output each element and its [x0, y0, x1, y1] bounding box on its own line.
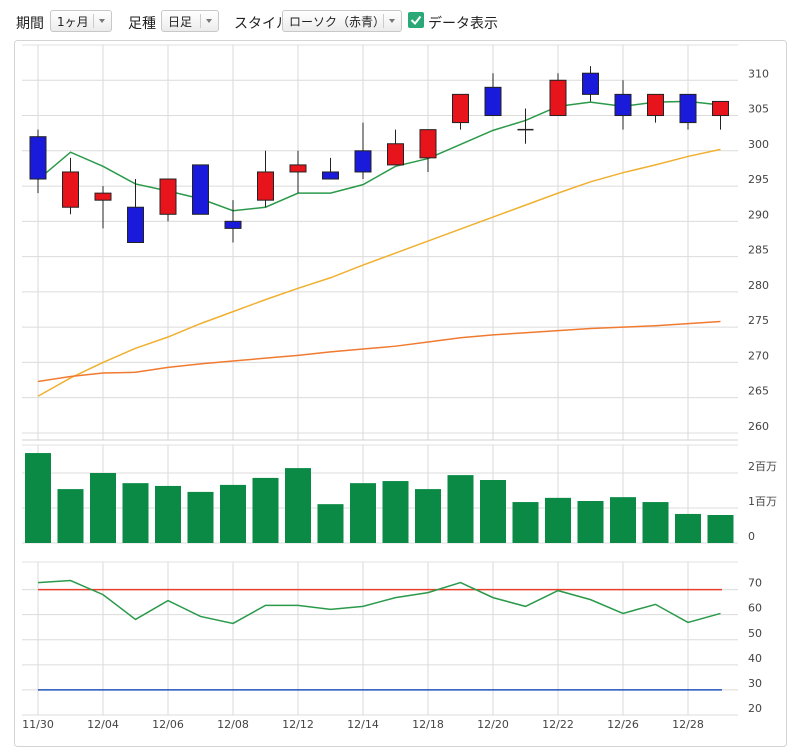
- x-tick-label: 12/12: [282, 718, 314, 731]
- candle-body: [354, 150, 372, 173]
- period-value: 1ヶ月: [57, 15, 89, 29]
- x-tick-label: 12/26: [607, 718, 639, 731]
- chart-frame: [14, 40, 787, 747]
- volume-bar: [512, 502, 539, 543]
- kind-label: 足種: [128, 16, 156, 32]
- y-tick-label: 270: [748, 349, 769, 362]
- candle-body: [29, 136, 47, 180]
- x-tick-label: 12/22: [542, 718, 574, 731]
- indicator-line: [37, 100, 721, 212]
- toolbar: 期間 1ヶ月 足種 日足 スタイル ローソク（赤青） データ表示: [0, 0, 800, 40]
- y-tick-label: 290: [748, 208, 769, 221]
- volume-bar: [577, 501, 604, 543]
- volume-bar: [675, 513, 701, 543]
- indicator-line: [37, 579, 721, 625]
- candle-body: [549, 79, 567, 117]
- candle-body: [452, 93, 469, 124]
- candle-body: [224, 220, 242, 229]
- candle-body: [322, 171, 339, 180]
- candle-body: [127, 206, 144, 244]
- dropdown-arrow: [383, 14, 395, 28]
- volume-bar: [545, 497, 571, 543]
- kind-value: 日足: [168, 15, 193, 29]
- x-tick-label: 12/18: [412, 718, 444, 731]
- y-tick-label: 280: [748, 279, 769, 292]
- candle-body: [257, 171, 274, 201]
- x-tick-label: 12/08: [217, 718, 249, 731]
- y-tick-label: 20: [748, 702, 762, 715]
- candle-body: [582, 72, 599, 95]
- candle-body: [419, 129, 437, 159]
- y-tick-label: 30: [748, 677, 762, 690]
- candle-body: [484, 86, 502, 117]
- volume-bar: [447, 475, 474, 543]
- period-dropdown[interactable]: 1ヶ月: [50, 10, 112, 32]
- x-tick-label: 12/20: [477, 718, 509, 731]
- volume-bar: [57, 489, 84, 543]
- indicator-line: [37, 148, 721, 397]
- y-tick-label: 1百万: [748, 495, 777, 508]
- candle-body: [712, 100, 729, 117]
- candle-body: [159, 178, 177, 215]
- x-tick-label: 12/06: [152, 718, 184, 731]
- volume-bar: [285, 468, 311, 543]
- volume-bar: [90, 473, 116, 543]
- y-tick-label: 50: [748, 627, 762, 640]
- volume-bar: [610, 497, 636, 543]
- y-tick-label: 0: [748, 530, 755, 543]
- y-tick-label: 305: [748, 103, 769, 116]
- y-tick-label: 60: [748, 602, 762, 615]
- candle-body: [62, 171, 79, 208]
- volume-bar: [707, 515, 734, 543]
- volume-bar: [350, 483, 376, 543]
- candle-body: [192, 164, 209, 215]
- volume-bar: [317, 504, 344, 543]
- y-tick-label: 70: [748, 577, 762, 590]
- volume-bar: [155, 485, 181, 543]
- y-tick-label: 285: [748, 244, 769, 257]
- period-label: 期間: [16, 16, 44, 32]
- x-tick-label: 12/04: [87, 718, 119, 731]
- kind-dropdown[interactable]: 日足: [161, 10, 219, 32]
- data-display-checkbox[interactable]: [408, 12, 424, 28]
- candle-body: [289, 164, 307, 173]
- candle-body: [614, 93, 632, 117]
- volume-bar: [220, 484, 246, 543]
- volume-bar: [122, 483, 149, 543]
- check-icon: [410, 15, 422, 26]
- candle-body: [94, 192, 112, 201]
- volume-bar: [252, 477, 279, 543]
- style-label: スタイル: [234, 16, 290, 32]
- y-tick-label: 260: [748, 420, 769, 433]
- volume-bar: [480, 480, 506, 543]
- y-tick-label: 2百万: [748, 460, 777, 473]
- indicator-line: [37, 320, 721, 383]
- volume-bar: [25, 453, 51, 543]
- volume-bar: [382, 481, 409, 543]
- volume-bar: [642, 502, 669, 543]
- style-value: ローソク（赤青）: [289, 15, 386, 29]
- candle-body: [387, 143, 404, 166]
- volume-bar: [415, 489, 441, 543]
- y-tick-label: 295: [748, 173, 769, 186]
- y-tick-label: 300: [748, 138, 769, 151]
- y-tick-label: 275: [748, 314, 769, 327]
- x-tick-label: 12/14: [347, 718, 379, 731]
- dropdown-arrow: [93, 14, 105, 28]
- style-dropdown[interactable]: ローソク（赤青）: [282, 10, 402, 32]
- volume-bar: [187, 491, 214, 543]
- data-display-label: データ表示: [428, 16, 498, 32]
- x-tick-label: 11/30: [22, 718, 54, 731]
- candle-body: [647, 93, 664, 117]
- x-tick-label: 12/28: [672, 718, 704, 731]
- dropdown-arrow: [200, 14, 212, 28]
- y-tick-label: 310: [748, 67, 769, 80]
- y-tick-label: 40: [748, 652, 762, 665]
- candle-body: [679, 93, 697, 124]
- y-tick-label: 265: [748, 385, 769, 398]
